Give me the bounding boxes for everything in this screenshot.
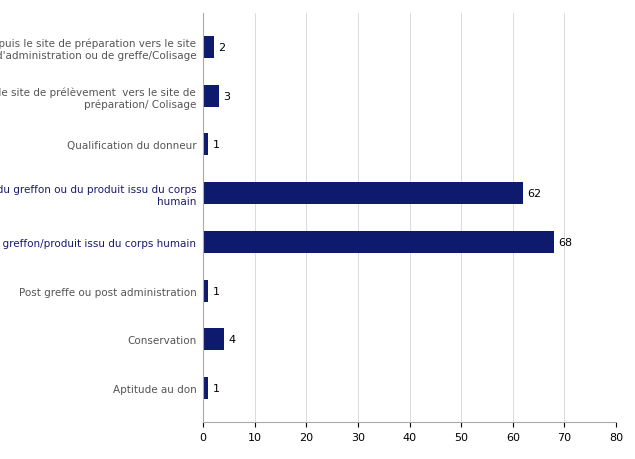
Text: 68: 68 [558, 237, 572, 247]
Text: 1: 1 [213, 383, 220, 393]
Text: 1: 1 [213, 140, 220, 150]
Bar [203, 183, 523, 205]
Text: 2: 2 [218, 43, 225, 53]
Bar [203, 280, 208, 302]
Bar [203, 377, 208, 399]
Bar [203, 37, 213, 59]
Bar [203, 134, 208, 156]
Bar [203, 85, 218, 107]
Text: 3: 3 [223, 91, 230, 101]
Text: 1: 1 [213, 286, 220, 296]
Text: 62: 62 [527, 189, 541, 199]
Bar [203, 231, 554, 253]
Bar [203, 329, 224, 351]
Text: 4: 4 [228, 335, 235, 345]
